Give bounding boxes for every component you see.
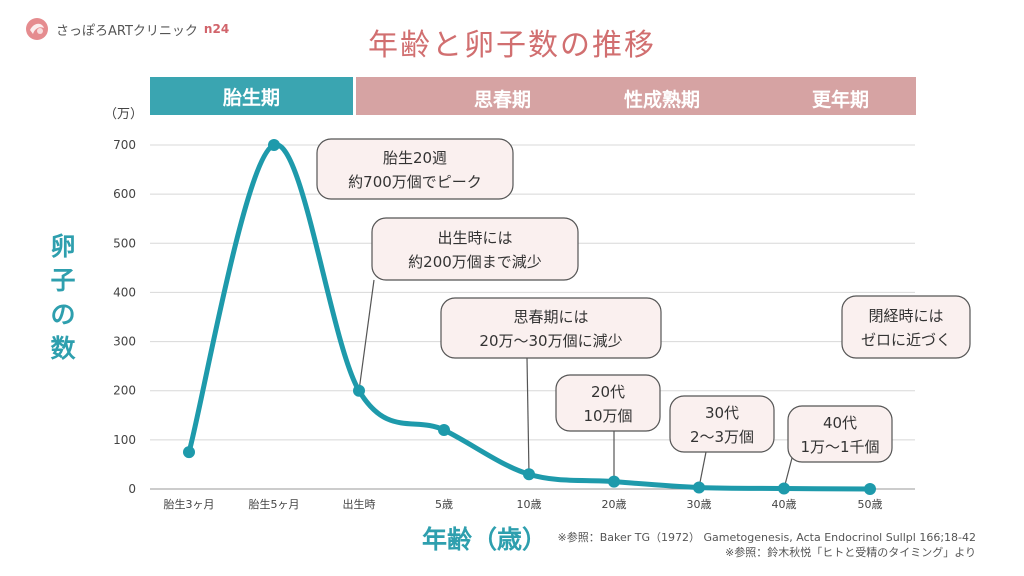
y-tick-label: 700 (113, 138, 136, 152)
data-point (608, 475, 620, 488)
phase-fetal: 胎生期 (150, 77, 353, 115)
data-point (693, 481, 705, 494)
clinic-logo-icon (26, 18, 48, 40)
callout-text: 20万～30万個に減少 (479, 332, 622, 350)
x-tick-label: 10歳 (517, 498, 542, 511)
callout-text: 約200万個まで減少 (408, 253, 542, 271)
data-point (778, 482, 790, 495)
x-tick-label: 30歳 (687, 498, 712, 511)
x-tick-label: 20歳 (602, 498, 627, 511)
phase-menopause-label: 更年期 (812, 89, 870, 111)
callout-text: 40代 (823, 414, 857, 432)
x-tick-label: 胎生5ヶ月 (249, 497, 300, 511)
callout-text: 出生時には (437, 229, 512, 247)
y-tick-label: 600 (113, 187, 136, 201)
callout-leader (526, 357, 530, 475)
x-tick-label: 胎生3ヶ月 (164, 497, 215, 511)
callout-leader (698, 451, 707, 488)
phase-puberty-label: 思春期 (474, 89, 532, 111)
source-note-1: ※参照：Baker TG（1972） Gametogenesis, Acta E… (557, 531, 976, 544)
data-point (183, 446, 195, 459)
x-tick-label: 5歳 (435, 498, 453, 511)
data-point (523, 468, 535, 481)
data-point (864, 483, 876, 495)
y-axis-title: 卵子の数 (50, 232, 76, 363)
phase-fetal-label: 胎生期 (222, 86, 280, 109)
y-tick-label: 0 (128, 482, 136, 496)
x-tick-label: 40歳 (772, 498, 797, 511)
callout-text: 思春期には (513, 308, 588, 326)
callout-box (841, 295, 971, 359)
data-point (268, 139, 280, 151)
callout-box (440, 297, 662, 359)
phase-mature-label: 性成熟期 (624, 89, 701, 111)
callout-text: 閉経時には (868, 307, 943, 325)
y-tick-label: 100 (113, 433, 136, 447)
y-tick-label: 400 (113, 285, 136, 299)
x-tick-label: 50歳 (858, 498, 883, 511)
callout-text: ゼロに近づく (861, 331, 951, 349)
callout-box (555, 374, 661, 432)
brand-name: さっぽろARTクリニック (56, 23, 198, 39)
brand-suffix: n24 (203, 22, 230, 36)
x-axis-title: 年齢（歳） (422, 525, 548, 554)
callout-box (669, 395, 775, 453)
y-tick-label: 200 (113, 384, 136, 398)
callout-text: 10万個 (583, 407, 632, 425)
callout-box (787, 405, 893, 463)
x-tick-label: 出生時 (343, 497, 376, 511)
source-note-2: ※参照：鈴木秋悦「ヒトと受精のタイミング」より (725, 546, 976, 559)
brand: さっぽろARTクリニック n24 (24, 16, 229, 42)
callout-text: 30代 (705, 404, 739, 422)
callout-box (316, 138, 514, 200)
y-tick-label: 300 (113, 335, 136, 349)
callout-text: 胎生20週 (383, 149, 447, 167)
page-title: 年齢と卵子数の推移 (368, 28, 656, 63)
data-point (438, 424, 450, 437)
phase-postnatal: 思春期 性成熟期 更年期 (356, 77, 916, 115)
callout-text: 1万～1千個 (800, 438, 879, 456)
callout-text: 20代 (591, 383, 625, 401)
data-point (353, 384, 365, 397)
callout-text: 約700万個でピーク (348, 173, 482, 191)
callout-box (371, 217, 579, 281)
callout-leader (358, 279, 375, 391)
y-tick-label: 500 (113, 236, 136, 250)
callout-text: 2～3万個 (690, 428, 754, 446)
y-unit-label: （万） (104, 107, 143, 122)
